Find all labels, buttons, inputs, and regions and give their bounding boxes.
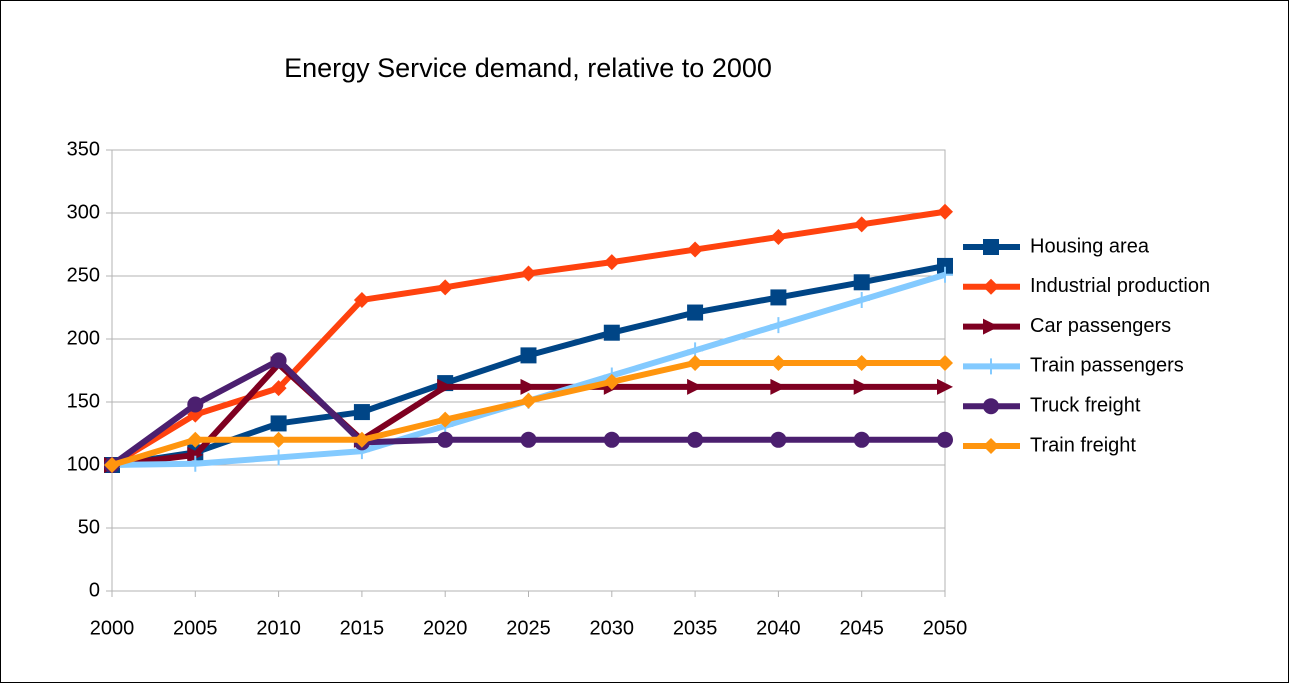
- marker: [353, 404, 370, 421]
- legend-label: Train freight: [1030, 434, 1136, 456]
- x-tick-label: 2040: [756, 617, 801, 639]
- marker: [983, 398, 999, 415]
- marker: [770, 354, 787, 371]
- marker: [770, 317, 787, 334]
- marker: [853, 354, 870, 371]
- x-tick-label: 2030: [590, 617, 635, 639]
- marker: [603, 254, 620, 271]
- marker: [770, 289, 787, 306]
- marker: [983, 278, 999, 295]
- marker: [104, 457, 120, 473]
- y-tick-label: 300: [67, 201, 100, 223]
- marker: [520, 392, 537, 409]
- marker: [687, 431, 704, 448]
- marker: [770, 378, 787, 395]
- marker: [437, 378, 454, 395]
- marker: [853, 216, 870, 233]
- marker: [983, 438, 999, 454]
- legend-label: Train passengers: [1030, 355, 1184, 377]
- marker: [437, 411, 454, 428]
- y-tick-label: 50: [78, 516, 100, 538]
- marker: [603, 431, 620, 448]
- marker: [270, 449, 287, 466]
- marker: [520, 265, 537, 282]
- marker: [603, 324, 620, 341]
- marker: [353, 291, 370, 308]
- x-tick-label: 2005: [173, 617, 218, 639]
- marker: [687, 241, 704, 258]
- y-tick-label: 350: [67, 138, 100, 160]
- y-tick-label: 150: [67, 390, 100, 412]
- marker: [853, 378, 870, 395]
- x-tick-label: 2015: [340, 617, 385, 639]
- marker: [853, 431, 870, 448]
- x-tick-label: 2020: [423, 617, 468, 639]
- marker: [270, 380, 287, 397]
- marker: [937, 257, 953, 274]
- y-tick-label: 200: [67, 327, 100, 349]
- marker: [937, 203, 953, 220]
- marker: [770, 431, 787, 448]
- marker: [853, 291, 870, 308]
- marker: [853, 274, 870, 291]
- chart-title: Energy Service demand, relative to 2000: [284, 53, 772, 83]
- marker: [937, 266, 953, 283]
- marker: [770, 228, 787, 245]
- x-tick-label: 2010: [256, 617, 301, 639]
- marker: [437, 431, 454, 448]
- marker: [937, 378, 953, 395]
- x-tick-label: 2045: [839, 617, 884, 639]
- marker: [437, 279, 454, 296]
- marker: [187, 446, 204, 463]
- marker: [353, 431, 370, 448]
- legend-label: Truck freight: [1030, 394, 1141, 416]
- marker: [187, 455, 204, 472]
- marker: [687, 378, 704, 395]
- marker: [520, 378, 537, 395]
- marker: [603, 373, 620, 390]
- marker: [270, 431, 287, 448]
- x-tick-label: 2000: [90, 617, 135, 639]
- y-tick-label: 0: [89, 579, 100, 601]
- legend-label: Housing area: [1030, 235, 1150, 257]
- legend-label: Industrial production: [1030, 275, 1210, 297]
- marker: [983, 239, 999, 255]
- marker: [687, 354, 704, 371]
- x-tick-label: 2025: [506, 617, 551, 639]
- marker: [687, 304, 704, 321]
- marker: [520, 347, 537, 364]
- x-tick-label: 2050: [923, 617, 968, 639]
- y-tick-label: 100: [67, 453, 100, 475]
- marker: [983, 318, 999, 335]
- marker: [270, 415, 287, 432]
- marker: [937, 354, 953, 371]
- marker: [187, 431, 204, 448]
- y-tick-label: 250: [67, 264, 100, 286]
- marker: [520, 431, 537, 448]
- legend-label: Car passengers: [1030, 315, 1171, 337]
- marker: [270, 352, 287, 369]
- x-tick-label: 2035: [673, 617, 718, 639]
- marker: [187, 396, 204, 413]
- marker: [937, 431, 953, 448]
- marker: [983, 358, 999, 375]
